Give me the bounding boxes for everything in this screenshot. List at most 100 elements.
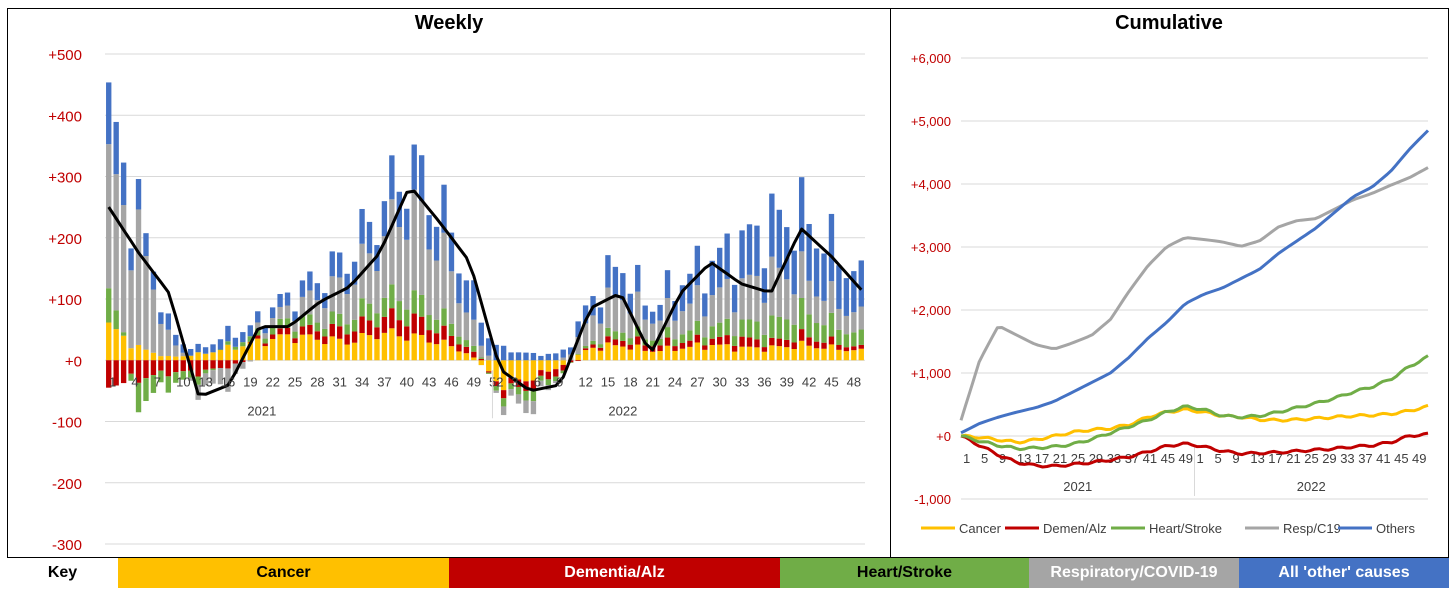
weekly-bar-resp-c19 [113,174,119,311]
weekly-bar-cancer [210,352,216,361]
weekly-bar-resp-c19 [106,144,112,289]
cumulative-x-tick-label: 41 [1376,451,1390,466]
cumulative-x-tick-label: 29 [1322,451,1336,466]
weekly-bar-heart-stroke [322,328,328,337]
cumulative-x-tick-label: 45 [1161,451,1175,466]
weekly-bar-dementia [165,360,172,377]
weekly-bar-resp-c19 [202,373,209,386]
weekly-bar-dementia [277,328,283,335]
cumulative-y-tick-label: +6,000 [911,51,951,66]
weekly-bar-dementia [418,316,425,335]
weekly-bar-dementia [322,336,328,345]
weekly-bar-heart-stroke [441,308,447,326]
weekly-bar-resp-c19 [150,289,157,353]
weekly-bar-others [351,261,358,285]
weekly-bar-cancer [329,336,335,361]
weekly-bar-dementia [426,330,432,343]
weekly-bar-heart-stroke [649,340,656,347]
weekly-x-tick-label: 18 [623,374,637,389]
weekly-bar-cancer [351,342,358,361]
weekly-y-tick-label: +0 [65,353,82,370]
cumulative-x-tick-label: 1 [1197,451,1204,466]
weekly-bar-others [828,213,835,282]
weekly-bar-cancer [597,350,604,361]
weekly-bar-cancer [173,356,179,361]
weekly-bar-dementia [746,337,753,347]
weekly-bar-others [642,305,648,320]
weekly-bar-others [709,260,715,296]
weekly-bar-others [329,251,335,277]
weekly-bar-cancer [672,350,678,361]
weekly-bar-resp-c19 [366,253,373,304]
weekly-bar-cancer [523,360,529,382]
weekly-bar-dementia [113,360,119,386]
weekly-bar-resp-c19 [664,298,671,328]
weekly-bar-cancer [269,338,276,361]
weekly-bar-cancer [724,344,730,361]
weekly-bar-heart-stroke [791,324,797,343]
weekly-bar-dementia [389,308,395,329]
weekly-bar-resp-c19 [277,306,283,319]
weekly-bar-others [404,208,410,240]
weekly-bar-resp-c19 [128,270,134,349]
cumulative-line-others [960,129,1430,435]
weekly-bar-others [135,179,142,210]
weekly-bar-others [188,348,194,356]
weekly-bar-heart-stroke [493,386,499,391]
weekly-bar-resp-c19 [188,377,194,381]
cumulative-y-tick-label: +2,000 [911,303,951,318]
weekly-bar-heart-stroke [269,326,276,335]
weekly-bar-cancer [262,346,268,361]
weekly-x-tick-label: 33 [735,374,749,389]
weekly-bar-resp-c19 [679,311,686,335]
weekly-bar-dementia [344,334,350,345]
weekly-bar-dementia [813,341,820,349]
weekly-bar-heart-stroke [605,327,611,337]
weekly-bar-others [724,233,730,279]
weekly-bar-dementia [739,336,745,347]
weekly-bar-others [739,230,745,279]
weekly-bar-cancer [165,356,172,361]
weekly-bar-others [702,293,708,317]
cumulative-year-label-2022: 2022 [1297,479,1326,494]
weekly-bar-heart-stroke [396,301,402,321]
weekly-bar-heart-stroke [456,336,462,345]
weekly-bar-heart-stroke [359,298,365,317]
weekly-bar-resp-c19 [217,367,224,385]
weekly-bar-resp-c19 [538,380,544,387]
weekly-bar-cancer [284,334,291,361]
weekly-bar-others [806,224,812,281]
weekly-bar-cancer [612,345,619,361]
weekly-bar-resp-c19 [262,333,268,339]
weekly-bar-others [448,232,455,272]
weekly-x-tick-label: 19 [243,374,257,389]
weekly-bar-dementia [433,333,440,345]
weekly-bar-dementia [359,316,365,333]
cumulative-x-tick-label: 33 [1340,451,1354,466]
weekly-bar-resp-c19 [858,306,864,330]
weekly-bar-others [508,352,514,361]
weekly-bar-cancer [620,346,626,361]
weekly-bar-heart-stroke [463,340,470,347]
weekly-x-tick-label: 15 [601,374,615,389]
weekly-bar-others [635,264,641,292]
weekly-bar-cancer [545,360,552,372]
weekly-bar-resp-c19 [247,360,253,362]
cumulative-x-tick-label: 5 [981,451,988,466]
weekly-bar-dementia [776,338,782,347]
weekly-bar-dementia [478,358,484,361]
weekly-bar-others [381,201,388,237]
weekly-bar-heart-stroke [620,332,626,341]
weekly-bar-others [813,248,820,297]
weekly-bar-cancer [769,345,775,361]
weekly-bar-dementia [337,326,343,339]
cumulative-x-tick-label: 13 [1017,451,1031,466]
weekly-bar-dementia [329,323,335,337]
cumulative-x-tick-label: 37 [1358,451,1372,466]
weekly-bar-dementia [351,331,358,343]
weekly-y-tick-label: +100 [48,292,82,309]
weekly-bar-cancer [143,349,149,361]
cumulative-legend-label-cancer: Cancer [959,521,1002,536]
weekly-bar-resp-c19 [508,389,514,396]
weekly-bar-dementia [679,343,686,349]
